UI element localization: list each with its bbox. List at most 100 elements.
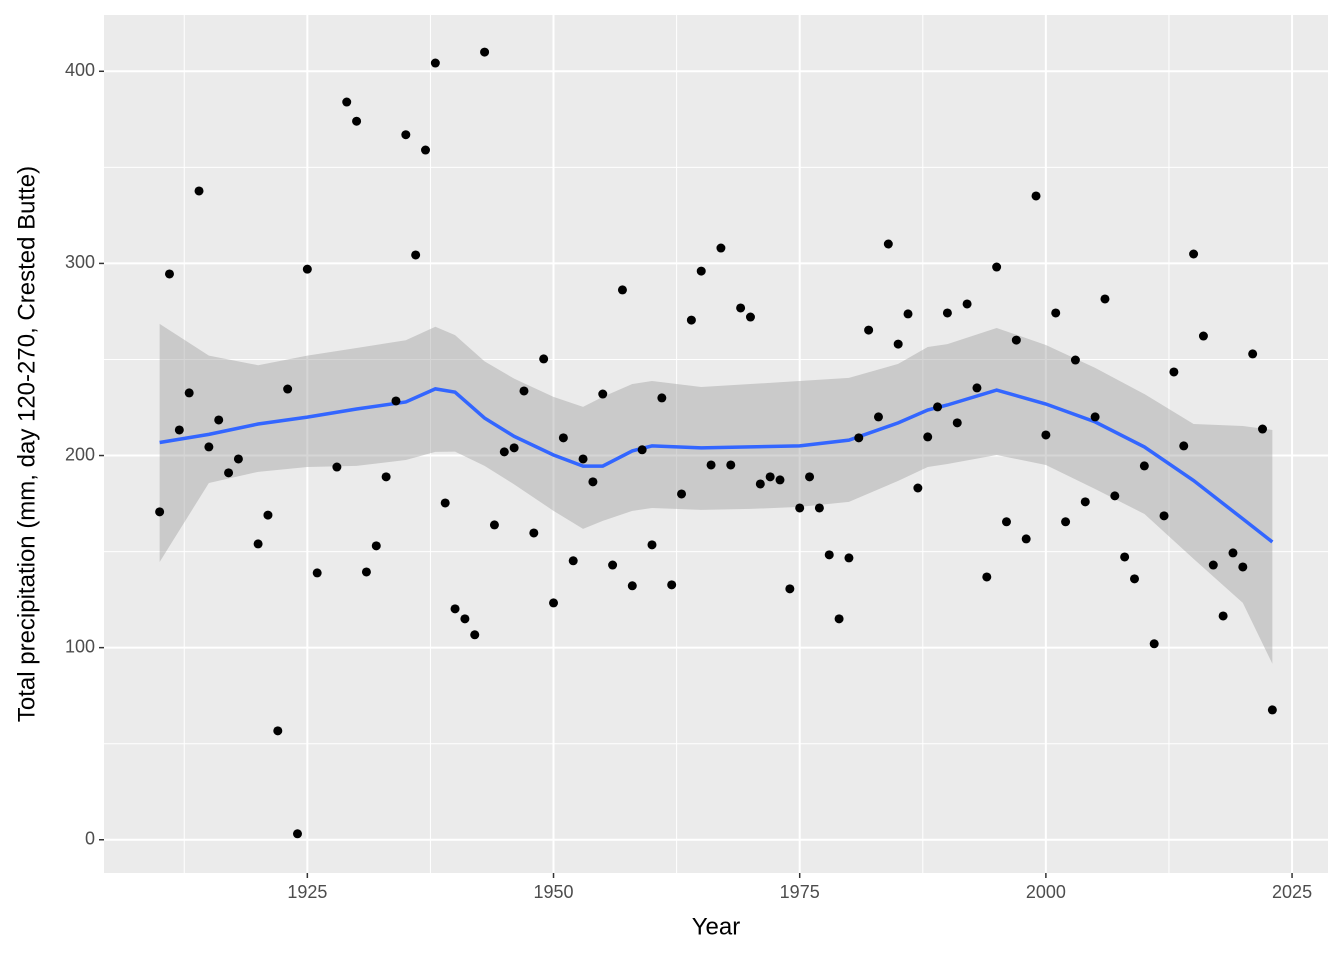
point (962, 299, 972, 309)
point (421, 145, 431, 155)
x-tick-label: 2025 (1272, 882, 1312, 902)
point (854, 433, 864, 443)
point (499, 447, 509, 457)
point (509, 443, 519, 453)
point (972, 383, 982, 393)
x-axis-title: Year (692, 913, 741, 940)
smooth-line (159, 387, 1274, 544)
point (1110, 491, 1120, 501)
point (745, 312, 755, 322)
point (775, 475, 785, 485)
point (1169, 367, 1179, 377)
point (233, 454, 243, 464)
point (1189, 249, 1199, 259)
point (696, 266, 706, 276)
y-tick-label: 100 (65, 636, 95, 656)
point (1179, 441, 1189, 451)
point (864, 325, 874, 335)
point (519, 386, 529, 396)
point (824, 550, 834, 560)
point (224, 468, 234, 478)
point (1218, 611, 1228, 621)
confidence-band (159, 323, 1273, 664)
point (391, 396, 401, 406)
point (1267, 705, 1277, 715)
point (667, 580, 677, 590)
point (214, 415, 224, 425)
point (578, 454, 588, 464)
point (401, 130, 411, 140)
point (1031, 191, 1041, 201)
point (677, 489, 687, 499)
point (489, 520, 499, 530)
point (302, 264, 312, 274)
point (174, 425, 184, 435)
point (1011, 335, 1021, 345)
point (686, 315, 696, 325)
y-axis-title: Total precipitation (mm, day 120-270, Cr… (13, 166, 40, 722)
x-tick-label: 1950 (533, 882, 573, 902)
point (834, 614, 844, 624)
point (1258, 424, 1268, 434)
point (440, 498, 450, 508)
point (1159, 511, 1169, 521)
point (155, 507, 165, 517)
point (844, 553, 854, 563)
point (1228, 548, 1238, 558)
point (992, 262, 1002, 272)
point (480, 47, 490, 57)
point (361, 567, 371, 577)
point (292, 829, 302, 839)
point (942, 308, 952, 318)
point (194, 186, 204, 196)
point (273, 726, 283, 736)
point (1139, 461, 1149, 471)
point (1248, 349, 1258, 359)
point (637, 445, 647, 455)
point (706, 460, 716, 470)
point (381, 472, 391, 482)
point (430, 58, 440, 68)
point (568, 556, 578, 566)
point (450, 604, 460, 614)
point (342, 97, 352, 107)
point (539, 354, 549, 364)
point (1090, 412, 1100, 422)
point (952, 418, 962, 428)
point (1070, 355, 1080, 365)
point (1100, 294, 1110, 304)
point (1238, 562, 1248, 572)
point (371, 541, 381, 551)
point (657, 393, 667, 403)
point (1130, 574, 1140, 584)
point (1149, 639, 1159, 649)
point (982, 572, 992, 582)
point (627, 581, 637, 591)
point (1061, 517, 1071, 527)
point (470, 630, 480, 640)
point (1198, 331, 1208, 341)
point (795, 503, 805, 513)
point (598, 389, 608, 399)
point (923, 432, 933, 442)
point (755, 479, 765, 489)
point (549, 598, 559, 608)
x-tick-label: 2000 (1026, 882, 1066, 902)
point (411, 250, 421, 260)
point (883, 239, 893, 249)
point (332, 462, 342, 472)
point (164, 269, 174, 279)
point (1051, 308, 1061, 318)
point (1208, 560, 1218, 570)
point (1021, 534, 1031, 544)
y-tick-label: 0 (85, 829, 95, 849)
point (933, 402, 943, 412)
point (873, 412, 883, 422)
x-tick-label: 1975 (780, 882, 820, 902)
y-tick-label: 400 (65, 60, 95, 80)
y-tick-label: 200 (65, 444, 95, 464)
point (1001, 517, 1011, 527)
point (352, 116, 362, 126)
point (814, 503, 824, 513)
x-tick-label: 1925 (287, 882, 327, 902)
